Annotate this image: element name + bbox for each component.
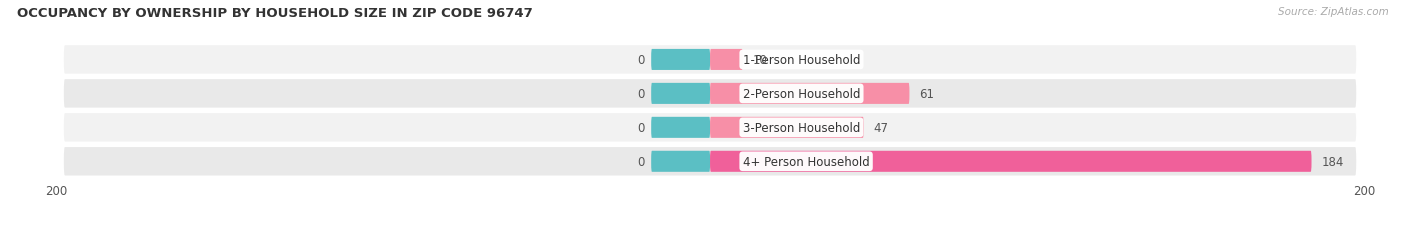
Text: 0: 0 <box>637 54 644 67</box>
FancyBboxPatch shape <box>651 151 710 172</box>
FancyBboxPatch shape <box>710 50 742 71</box>
Text: 47: 47 <box>873 121 889 134</box>
FancyBboxPatch shape <box>651 83 710 104</box>
Text: 10: 10 <box>752 54 768 67</box>
FancyBboxPatch shape <box>710 151 1312 172</box>
Text: 0: 0 <box>637 155 644 168</box>
Text: Source: ZipAtlas.com: Source: ZipAtlas.com <box>1278 7 1389 17</box>
Text: 4+ Person Household: 4+ Person Household <box>742 155 869 168</box>
Text: 61: 61 <box>920 88 934 100</box>
FancyBboxPatch shape <box>710 83 910 104</box>
Text: 2-Person Household: 2-Person Household <box>742 88 860 100</box>
Text: OCCUPANCY BY OWNERSHIP BY HOUSEHOLD SIZE IN ZIP CODE 96747: OCCUPANCY BY OWNERSHIP BY HOUSEHOLD SIZE… <box>17 7 533 20</box>
FancyBboxPatch shape <box>63 146 1357 177</box>
FancyBboxPatch shape <box>63 112 1357 143</box>
FancyBboxPatch shape <box>63 45 1357 75</box>
Text: 0: 0 <box>637 121 644 134</box>
Text: 1-Person Household: 1-Person Household <box>742 54 860 67</box>
FancyBboxPatch shape <box>651 50 710 71</box>
Text: 184: 184 <box>1322 155 1344 168</box>
FancyBboxPatch shape <box>710 117 863 138</box>
FancyBboxPatch shape <box>63 79 1357 109</box>
FancyBboxPatch shape <box>651 117 710 138</box>
Text: 0: 0 <box>637 88 644 100</box>
Text: 3-Person Household: 3-Person Household <box>742 121 860 134</box>
